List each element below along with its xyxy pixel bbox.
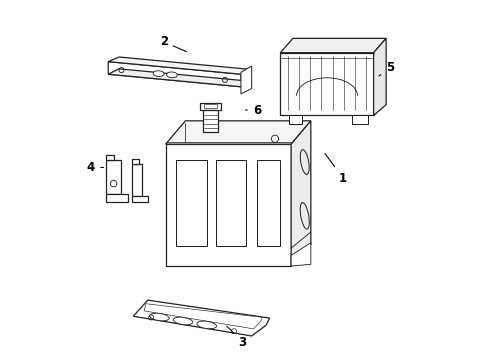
Polygon shape: [106, 160, 121, 194]
Polygon shape: [131, 164, 142, 196]
Polygon shape: [106, 155, 113, 160]
Text: 5: 5: [378, 60, 393, 76]
Polygon shape: [106, 194, 128, 202]
Polygon shape: [131, 159, 139, 164]
Polygon shape: [290, 243, 310, 266]
Polygon shape: [290, 121, 310, 266]
Polygon shape: [241, 66, 251, 94]
Ellipse shape: [166, 72, 177, 78]
Polygon shape: [133, 300, 269, 336]
Text: 3: 3: [226, 326, 246, 348]
Polygon shape: [108, 57, 251, 74]
Ellipse shape: [300, 150, 308, 175]
Polygon shape: [165, 144, 290, 266]
Text: 1: 1: [325, 154, 346, 185]
Polygon shape: [108, 69, 251, 87]
Polygon shape: [351, 116, 367, 125]
Polygon shape: [280, 53, 373, 116]
Polygon shape: [131, 196, 147, 202]
Ellipse shape: [173, 317, 192, 325]
Ellipse shape: [149, 313, 169, 321]
Polygon shape: [108, 62, 241, 87]
Text: 2: 2: [160, 35, 186, 51]
Ellipse shape: [153, 71, 163, 76]
Text: 4: 4: [87, 161, 103, 174]
Polygon shape: [280, 39, 386, 53]
Ellipse shape: [300, 203, 308, 229]
Polygon shape: [144, 304, 262, 329]
Polygon shape: [165, 121, 310, 144]
Polygon shape: [289, 116, 301, 125]
Polygon shape: [215, 160, 246, 246]
Polygon shape: [203, 110, 217, 132]
Polygon shape: [257, 160, 280, 246]
Polygon shape: [199, 103, 221, 110]
Polygon shape: [176, 160, 206, 246]
Polygon shape: [373, 39, 386, 116]
Polygon shape: [204, 104, 216, 108]
Ellipse shape: [197, 321, 216, 329]
Text: 6: 6: [245, 104, 261, 117]
